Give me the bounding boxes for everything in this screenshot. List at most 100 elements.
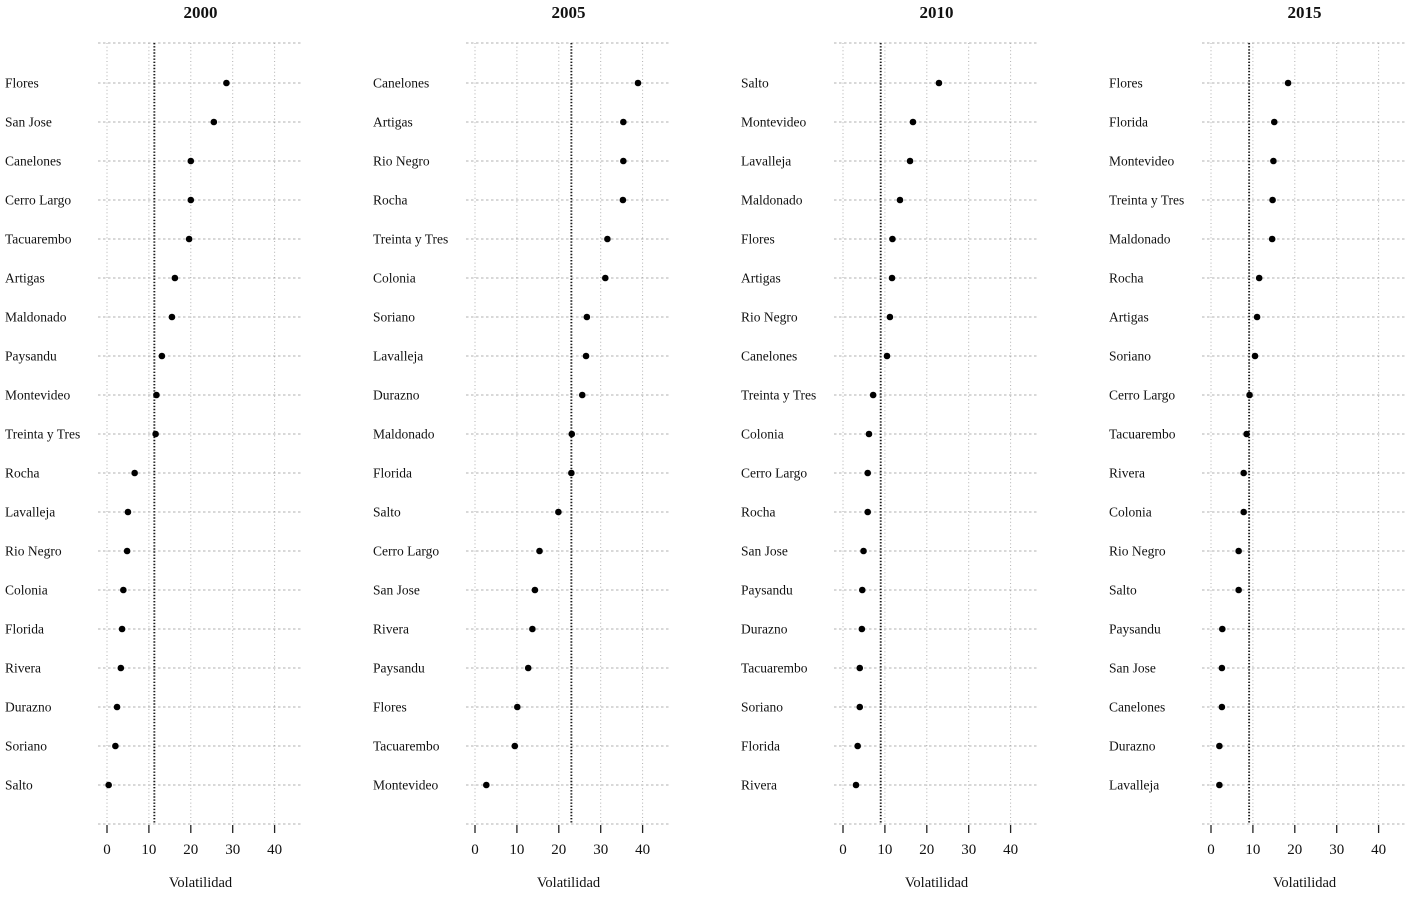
category-label: Rivera: [741, 778, 777, 793]
x-tick-label: 20: [183, 842, 198, 858]
category-label: Rivera: [373, 622, 409, 637]
data-point: [223, 79, 230, 87]
data-point: [524, 664, 532, 672]
category-label: Lavalleja: [741, 154, 791, 169]
category-label: Tacuarembo: [373, 739, 440, 754]
category-label: Artigas: [5, 271, 45, 286]
data-point: [555, 508, 562, 516]
category-label: Maldonado: [741, 193, 803, 208]
data-point: [1243, 430, 1250, 438]
data-point: [1268, 235, 1276, 243]
category-label: Lavalleja: [5, 505, 55, 520]
data-point: [1240, 508, 1247, 516]
category-label: Artigas: [373, 115, 413, 130]
data-point: [105, 781, 112, 789]
x-tick-label: 30: [961, 842, 976, 858]
category-label: Canelones: [741, 349, 797, 364]
category-label: Cerro Largo: [1109, 388, 1175, 403]
x-axis-title: Volatilidad: [1273, 875, 1337, 891]
panel-2000: 2000 Flores San Jose Canelones Cerro Largo Ta…: [5, 3, 303, 891]
data-point: [1216, 742, 1223, 750]
data-point: [113, 703, 121, 711]
category-label: San Jose: [741, 544, 788, 559]
data-point: [118, 625, 126, 633]
category-label: Montevideo: [1109, 154, 1174, 169]
data-point: [869, 391, 877, 399]
category-label: Lavalleja: [1109, 778, 1159, 793]
x-axis-title: Volatilidad: [905, 875, 969, 891]
data-point: [1235, 547, 1242, 555]
x-tick-label: 10: [509, 842, 524, 858]
x-tick-label: 0: [471, 842, 479, 858]
category-label: Colonia: [1109, 505, 1152, 520]
category-label: Florida: [373, 466, 412, 481]
data-point: [153, 391, 160, 399]
category-label: Artigas: [1109, 310, 1149, 325]
data-point: [1235, 586, 1242, 594]
x-tick-label: 40: [1371, 842, 1386, 858]
category-label: Soriano: [741, 700, 783, 715]
x-axis-title: Volatilidad: [537, 875, 601, 891]
category-label: Colonia: [741, 427, 784, 442]
data-point: [864, 469, 872, 477]
category-label: Florida: [741, 739, 780, 754]
x-axis-title: Volatilidad: [169, 875, 233, 891]
data-point: [568, 469, 575, 477]
category-label: Salto: [5, 778, 33, 793]
data-point: [864, 508, 872, 516]
category-label: Durazno: [741, 622, 788, 637]
data-point: [619, 196, 627, 204]
data-point: [896, 196, 904, 204]
category-label: Rocha: [1109, 271, 1144, 286]
category-label: Paysandu: [1109, 622, 1161, 637]
data-point: [886, 313, 894, 321]
x-tick-label: 20: [551, 842, 566, 858]
data-point: [120, 586, 127, 594]
data-point: [602, 274, 609, 282]
data-point: [1251, 352, 1259, 360]
category-label: Flores: [741, 232, 775, 247]
data-point: [889, 235, 896, 243]
data-point: [883, 352, 891, 360]
x-tick-label: 10: [141, 842, 156, 858]
category-label: Durazno: [5, 700, 52, 715]
category-label: Maldonado: [373, 427, 435, 442]
category-label: Rio Negro: [1109, 544, 1166, 559]
data-point: [860, 547, 867, 555]
data-point: [185, 235, 193, 243]
data-point: [158, 352, 166, 360]
category-label: Durazno: [1109, 739, 1156, 754]
data-point: [865, 430, 873, 438]
category-label: Rocha: [5, 466, 40, 481]
data-point: [1216, 781, 1223, 789]
panel-2015: 2015 Flores Florida Montevideo Treinta y Tre…: [1109, 3, 1407, 891]
category-label: Treinta y Tres: [373, 232, 448, 247]
data-point: [888, 274, 896, 282]
category-label: Salto: [373, 505, 401, 520]
data-point: [187, 157, 195, 165]
data-point: [152, 430, 159, 438]
category-label: Rocha: [373, 193, 408, 208]
category-label: Montevideo: [5, 388, 70, 403]
category-label: Paysandu: [5, 349, 57, 364]
data-point: [634, 79, 642, 87]
panel-title: 2000: [184, 3, 218, 22]
category-label: Paysandu: [373, 661, 425, 676]
category-label: Flores: [373, 700, 407, 715]
category-label: Maldonado: [5, 310, 67, 325]
data-point: [854, 742, 861, 750]
data-point: [1253, 313, 1261, 321]
data-point: [1284, 79, 1292, 87]
data-point: [582, 352, 590, 360]
category-label: Rocha: [741, 505, 776, 520]
x-tick-label: 30: [1329, 842, 1344, 858]
data-point: [483, 781, 490, 789]
x-tick-label: 0: [103, 842, 111, 858]
category-label: Rivera: [5, 661, 41, 676]
category-label: Florida: [5, 622, 44, 637]
data-point: [531, 586, 539, 594]
data-point: [852, 781, 860, 789]
category-label: Cerro Largo: [741, 466, 807, 481]
data-point: [935, 79, 943, 87]
